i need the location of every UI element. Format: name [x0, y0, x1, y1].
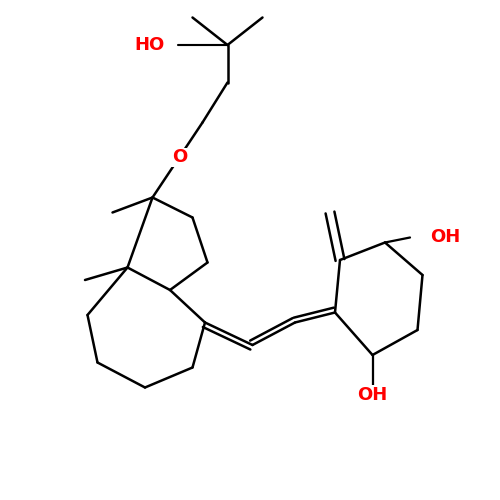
Text: O: O — [172, 148, 188, 166]
Text: OH: OH — [430, 228, 460, 246]
Text: OH: OH — [358, 386, 388, 404]
Text: HO: HO — [135, 36, 165, 54]
